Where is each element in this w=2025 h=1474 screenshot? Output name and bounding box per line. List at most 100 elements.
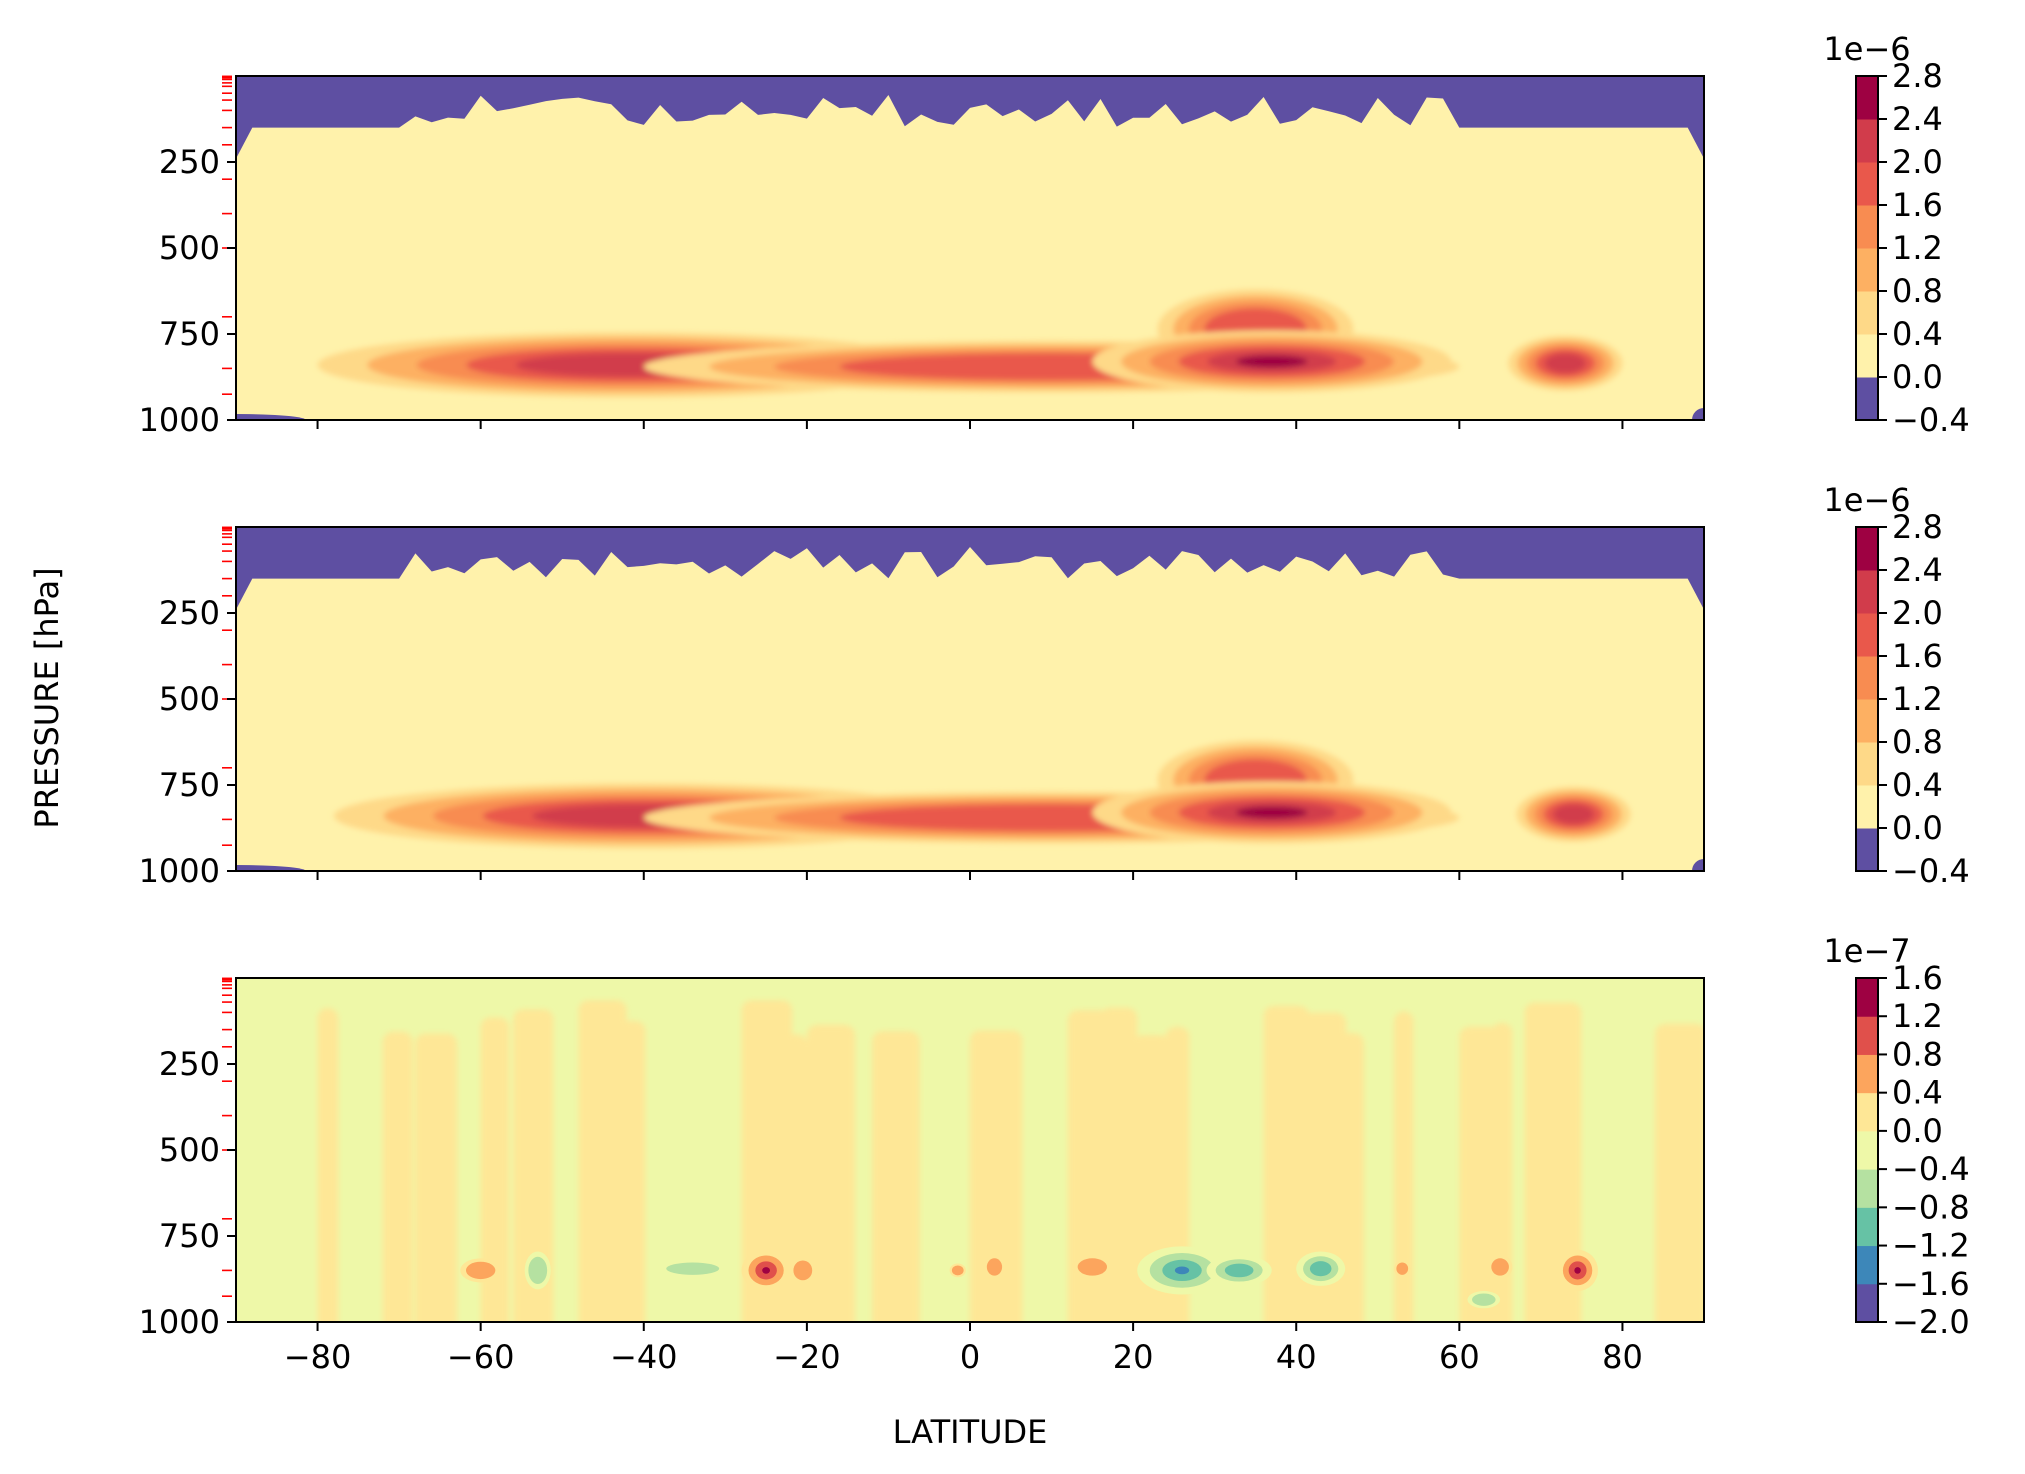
colorbar-tick-label: 2.8: [1892, 57, 1943, 95]
colorbar-segment: [1856, 570, 1878, 614]
negative-region-top: [236, 527, 1704, 610]
colorbar-tick-label: 1.6: [1892, 186, 1943, 224]
colorbar-tick-label: 0.8: [1892, 1035, 1943, 1073]
positive-streak: [513, 1009, 554, 1322]
colorbar-tick-label: 0.0: [1892, 1112, 1943, 1150]
colorbar-tick-label: 0.0: [1892, 358, 1943, 396]
colorbar-tick-label: 0.4: [1892, 315, 1943, 353]
colorbar-tick-label: −1.6: [1892, 1265, 1970, 1303]
negative-region-top: [236, 76, 1704, 159]
contour-band: [1235, 355, 1308, 368]
colorbar-segment: [1856, 1283, 1878, 1323]
x-tick-label: 60: [1439, 1338, 1480, 1376]
colorbar-tick-label: 1.6: [1892, 637, 1943, 675]
positive-streak: [1165, 1026, 1190, 1322]
x-axis-label: LATITUDE: [893, 1413, 1048, 1451]
plot-area: [236, 527, 1704, 871]
colorbar-offset-label: 1e−6: [1823, 481, 1910, 519]
positive-streak: [415, 1033, 457, 1322]
contour-fill: [317, 289, 1623, 398]
contour-spot: [1309, 1261, 1332, 1277]
colorbar-tick-label: −1.2: [1892, 1227, 1970, 1265]
x-tick-label: −20: [773, 1338, 841, 1376]
colorbar-tick-label: 2.8: [1892, 508, 1943, 546]
y-tick-label: 750: [159, 1217, 220, 1255]
plot-area: [236, 76, 1704, 420]
colorbar-tick-label: 1.2: [1892, 997, 1943, 1035]
positive-streak: [1524, 1002, 1582, 1322]
y-tick-label: 250: [159, 1045, 220, 1083]
contour-spot: [986, 1258, 1003, 1276]
positive-streak: [1655, 1023, 1704, 1322]
colorbar-segment: [1856, 828, 1878, 872]
colorbar-segment: [1856, 162, 1878, 206]
y-axis-label: PRESSURE [hPa]: [28, 567, 66, 828]
colorbar-segment: [1856, 656, 1878, 700]
colorbar-tick-label: 0.8: [1892, 723, 1943, 761]
y-tick-label: 750: [159, 766, 220, 804]
contour-spot: [1174, 1266, 1190, 1275]
contour-spot: [528, 1256, 548, 1285]
y-tick-label: 500: [159, 229, 220, 267]
y-tick-label: 1000: [139, 1303, 220, 1341]
negative-region-corner: [236, 865, 306, 871]
positive-streak: [480, 1017, 510, 1322]
colorbar-segment: [1856, 1054, 1878, 1094]
panel-middle: 250 500 750 1000 −0.4 0.0 0.4 0.8 1.2 1.6 2.0 2.4 2.…: [139, 481, 1970, 890]
contour-spot: [1396, 1262, 1409, 1275]
x-tick-label: 20: [1113, 1338, 1154, 1376]
colorbar-segment: [1856, 248, 1878, 292]
positive-streak: [1491, 1022, 1513, 1322]
positive-streak: [611, 1020, 646, 1322]
colorbar-segment: [1856, 527, 1878, 571]
colorbar-tick-label: 0.4: [1892, 766, 1943, 804]
colorbar-segment: [1856, 699, 1878, 743]
colorbar: −0.4 0.0 0.4 0.8 1.2 1.6 2.0 2.4 2.81e−6: [1823, 481, 1969, 890]
positive-streak: [1100, 1007, 1138, 1322]
positive-streak: [1394, 1011, 1414, 1322]
colorbar-segment: [1856, 1092, 1878, 1132]
positive-streak: [1133, 1035, 1171, 1322]
colorbar-segment: [1856, 1169, 1878, 1208]
colorbar-segment: [1856, 76, 1878, 120]
contour-spot: [465, 1261, 496, 1280]
positive-streak: [382, 1031, 413, 1322]
colorbar-segment: [1856, 1207, 1878, 1247]
negative-region-corner: [1692, 859, 1704, 871]
contour-band: [1544, 353, 1586, 374]
colorbar-segment: [1856, 785, 1878, 829]
plot-area: [236, 978, 1704, 1322]
colorbar-segment: [1856, 742, 1878, 786]
colorbar-tick-label: 1.6: [1892, 959, 1943, 997]
colorbar-tick-label: 2.0: [1892, 594, 1943, 632]
x-tick-label: 0: [960, 1338, 980, 1376]
x-tick-label: −60: [447, 1338, 515, 1376]
colorbar-segment: [1856, 334, 1878, 378]
contour-spots: [460, 1246, 1598, 1309]
colorbar-segment: [1856, 377, 1878, 421]
positive-streak: [774, 1034, 808, 1322]
colorbar-tick-label: 1.2: [1892, 680, 1943, 718]
y-tick-label: 250: [159, 594, 220, 632]
contour-spot: [1077, 1258, 1108, 1276]
colorbar: −2.0−1.6−1.2−0.8−0.40.00.40.81.21.61e−7: [1823, 932, 1969, 1341]
positive-streak: [970, 1030, 1023, 1322]
contour-spot: [1472, 1293, 1496, 1306]
colorbar-segment: [1856, 119, 1878, 163]
y-tick-label: 500: [159, 680, 220, 718]
y-tick-label: 250: [159, 143, 220, 181]
contour-spot: [793, 1260, 813, 1281]
colorbar-segment: [1856, 978, 1878, 1017]
colorbar-frame: [1855, 977, 1879, 1323]
colorbar-tick-label: −0.4: [1892, 1150, 1970, 1188]
colorbar-segment: [1856, 291, 1878, 335]
colorbar-tick-label: 0.8: [1892, 272, 1943, 310]
colorbar-tick-label: 2.4: [1892, 100, 1943, 138]
x-tick-label: 80: [1602, 1338, 1643, 1376]
contour-spot: [951, 1265, 964, 1276]
contour-band: [1552, 804, 1595, 825]
colorbar-tick-label: −0.8: [1892, 1188, 1970, 1226]
colorbar-segment: [1856, 613, 1878, 657]
